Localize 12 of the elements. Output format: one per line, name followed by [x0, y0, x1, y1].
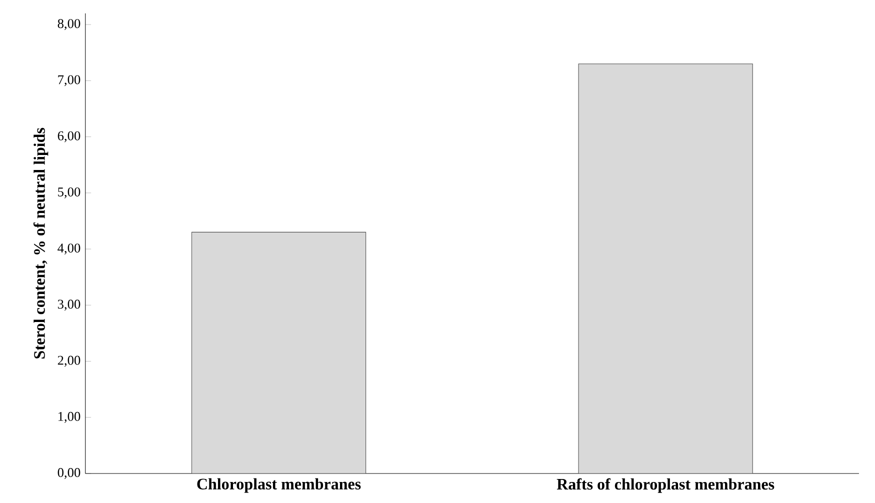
y-tick-label: 1,00 — [58, 412, 80, 423]
y-tick-label: 4,00 — [58, 244, 80, 255]
x-tick-label: Rafts of chloroplast membranes — [556, 478, 774, 493]
y-axis-title: Sterol content, % of neutral lipids — [33, 128, 48, 359]
x-tick-label: Chloroplast membranes — [197, 478, 361, 493]
y-tick-label: 8,00 — [58, 19, 80, 30]
y-tick-label: 5,00 — [58, 188, 80, 198]
y-tick-label: 3,00 — [58, 300, 80, 311]
y-tick-label: 2,00 — [58, 356, 80, 367]
y-tick-label: 7,00 — [58, 75, 80, 86]
y-tick-label: 0,00 — [58, 468, 80, 480]
y-tick-label: 6,00 — [58, 131, 80, 142]
